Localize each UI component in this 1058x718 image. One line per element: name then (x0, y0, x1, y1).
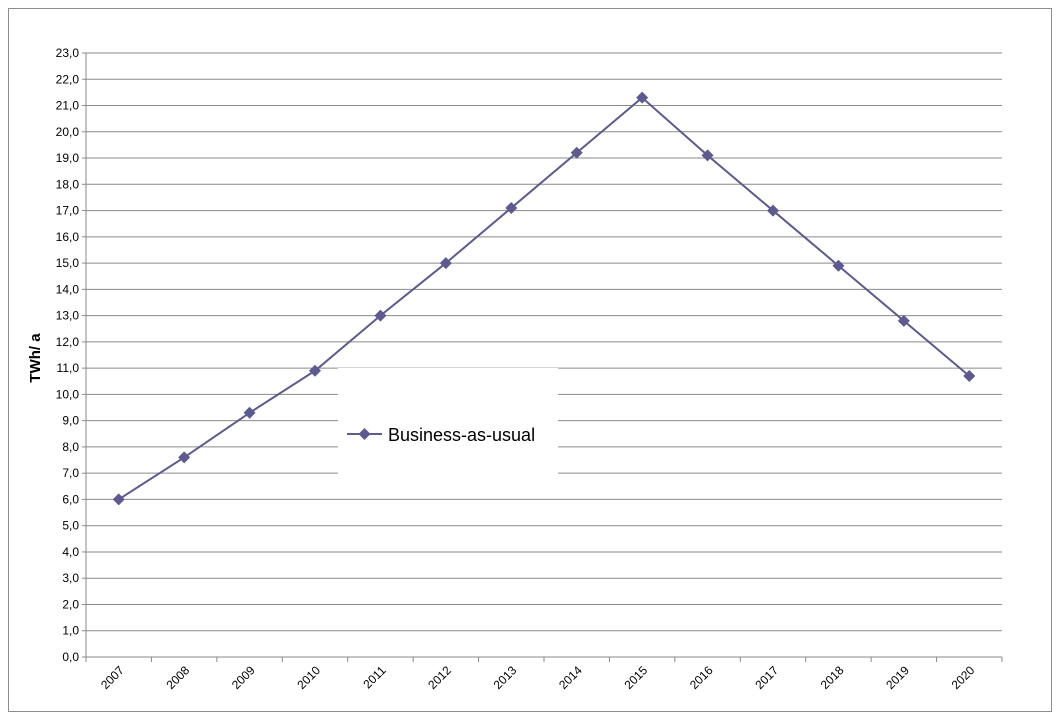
y-tick-label: 9,0 (62, 414, 79, 428)
y-tick-label: 1,0 (62, 624, 79, 638)
x-tick-label: 2013 (491, 663, 520, 692)
data-point-marker (701, 149, 714, 162)
y-tick-label: 10,0 (56, 387, 80, 401)
data-point-marker (963, 370, 976, 383)
x-tick-label: 2011 (360, 663, 388, 691)
data-point-marker (636, 91, 649, 104)
y-tick-label: 3,0 (62, 571, 79, 585)
y-tick-label: 11,0 (57, 361, 80, 375)
legend-diamond-icon (358, 428, 371, 440)
data-point-marker (832, 259, 845, 272)
y-tick-label: 0,0 (62, 650, 79, 664)
y-tick-label: 8,0 (62, 440, 79, 454)
y-tick-label: 12,0 (56, 335, 80, 349)
x-tick-label: 2016 (687, 663, 716, 692)
data-point-marker (570, 146, 583, 159)
data-point-marker (374, 309, 387, 322)
y-tick-label: 21,0 (56, 99, 80, 113)
y-tick-label: 16,0 (56, 230, 80, 244)
y-tick-label: 22,0 (56, 72, 80, 86)
x-tick-label: 2007 (98, 663, 127, 692)
series-layer (112, 91, 976, 506)
y-tick-label: 5,0 (62, 519, 79, 533)
data-point-marker (178, 451, 191, 464)
data-point-marker (309, 364, 321, 377)
x-tick-label: 2015 (621, 663, 650, 692)
series-line (118, 96, 970, 501)
gridlines (86, 52, 1002, 632)
y-tick-label: 23,0 (56, 46, 80, 60)
x-tick-label: 2009 (229, 663, 258, 692)
y-tick-label: 13,0 (56, 309, 80, 323)
y-tick-labels: 0,0 1,0 2,0 3,0 4,0 5,0 6,0 7,0 8,0 9,0 10,0 11,0 12… (56, 46, 80, 664)
axes (82, 52, 1003, 662)
data-point-marker (439, 257, 452, 270)
y-tick-label: 2,0 (62, 597, 79, 611)
y-tick-label: 4,0 (62, 545, 79, 559)
y-tick-label: 7,0 (62, 466, 79, 480)
x-tick-label: 2014 (556, 663, 585, 692)
x-tick-label: 2019 (883, 663, 912, 692)
data-point-marker (243, 406, 256, 419)
data-point-marker (112, 493, 125, 506)
x-tick-labels: 2007 2008 2009 2010 2011 2012 2013 2014 2015 2016… (98, 663, 978, 692)
y-axis-label: TWh/ a (27, 333, 44, 383)
chart-frame (8, 8, 1052, 712)
x-tick-label: 2017 (752, 663, 781, 692)
x-tick-label: 2018 (818, 663, 847, 692)
data-point-marker (505, 201, 518, 214)
y-tick-label: 14,0 (56, 282, 80, 296)
data-point-marker (767, 204, 779, 217)
y-tick-label: 18,0 (56, 177, 80, 191)
y-tick-label: 15,0 (56, 256, 80, 270)
y-tick-label: 6,0 (62, 492, 79, 506)
y-tick-label: 20,0 (56, 125, 80, 139)
x-tick-label: 2008 (163, 663, 192, 692)
legend: Business-as-usual (338, 368, 558, 498)
x-tick-label: 2020 (949, 663, 978, 692)
legend-label: Business-as-usual (388, 425, 535, 445)
x-tick-label: 2010 (294, 663, 323, 692)
data-point-marker (897, 314, 910, 327)
x-tick-label: 2012 (425, 663, 454, 692)
y-tick-label: 17,0 (56, 204, 80, 218)
y-tick-label: 19,0 (56, 151, 80, 165)
